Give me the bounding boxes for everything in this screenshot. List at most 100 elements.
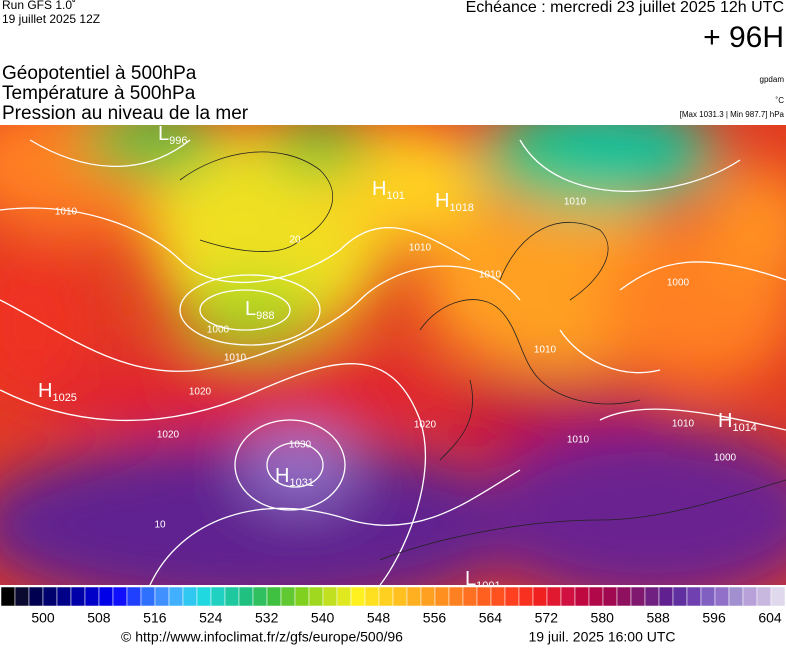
colorbar-tick-label: 548 (367, 610, 391, 626)
colorbar-swatch (644, 586, 660, 607)
colorbar-swatch (588, 586, 604, 607)
center-letter: L (245, 298, 256, 320)
colorbar-swatch (238, 586, 254, 607)
colorbar-tick-label: 572 (535, 610, 559, 626)
colorbar-swatch (42, 586, 58, 607)
run: Run GFS 1.0˚ (2, 0, 76, 12)
colorbar-swatch (686, 586, 702, 607)
colorbar-swatch (658, 586, 674, 607)
pressure-center: H1025 (38, 380, 77, 404)
isobar-label: 1000 (714, 453, 737, 464)
colorbar-swatch (420, 586, 436, 607)
colorbar: 500 508 516 524 532 540 548 556 564 572 580 588 596 6… (0, 586, 786, 626)
generated-time: 19 juil. 2025 16:00 UTC (528, 629, 675, 645)
colorbar-swatch (378, 586, 394, 607)
colorbar-swatch (224, 586, 240, 607)
pressure-center: L996 (158, 123, 187, 147)
colorbar-swatch (28, 586, 44, 607)
center-letter: L (465, 568, 476, 590)
colorbar-swatch (448, 586, 464, 607)
colorbar-swatch (196, 586, 212, 607)
colorbar-swatch (154, 586, 170, 607)
colorbar-swatch (462, 586, 478, 607)
colorbar-swatch (308, 586, 324, 607)
pressure-center: H101 (372, 178, 405, 202)
colorbar-swatch (168, 586, 184, 607)
colorbar-swatch (504, 586, 520, 607)
pressure-center: H1031 (275, 465, 314, 489)
colorbar-swatch (518, 586, 534, 607)
isobar-label: 1010 (409, 243, 432, 254)
colorbar-swatch (56, 586, 72, 607)
colorbar-swatch (490, 586, 506, 607)
colorbar-swatch (602, 586, 618, 607)
isobar-label: 1010 (479, 270, 502, 281)
colorbar-swatch (700, 586, 716, 607)
lead-time: + 96H (703, 21, 784, 54)
colorbar-tick-label: 556 (423, 610, 447, 626)
colorbar-tick-label: 524 (199, 610, 223, 626)
isobar-label: 1010 (564, 197, 587, 208)
legend-line: Géopotentiel à 500hPa (2, 63, 197, 84)
run-date: 19 juillet 2025 12Z (2, 12, 100, 26)
colorbar-swatch (98, 586, 114, 607)
isobar-label: 1010 (567, 435, 590, 446)
center-letter: H (275, 465, 289, 487)
colorbar-swatch (140, 586, 156, 607)
colorbar-tick-label: 508 (87, 610, 111, 626)
colorbar-swatch (210, 586, 226, 607)
colorbar-swatch (616, 586, 632, 607)
pressure-center: H1018 (435, 190, 474, 214)
colorbar-swatch (574, 586, 590, 607)
center-value: 1014 (732, 422, 756, 434)
colorbar-swatch (476, 586, 492, 607)
legend-line: Température à 500hPa (2, 83, 196, 104)
colorbar-swatch (532, 586, 548, 607)
isobar-labels: 1010 1010 1010 1000 1010 1020 1020 1030 … (55, 197, 737, 531)
colorbar-swatch (294, 586, 310, 607)
isobar-label: 10 (154, 520, 166, 531)
colorbar-tick-label: 604 (758, 610, 782, 626)
colorbar-swatch (70, 586, 86, 607)
colorbar-swatch (266, 586, 282, 607)
colorbar-swatch (126, 586, 142, 607)
center-value: 1025 (52, 392, 76, 404)
center-value: 996 (169, 135, 187, 147)
isobar-label: 1010 (534, 345, 557, 356)
center-value: 101 (386, 190, 404, 202)
isobar-label: 1010 (672, 419, 695, 430)
center-value: 1001 (476, 580, 500, 592)
colorbar-swatch (742, 586, 758, 607)
source-url: © http://www.infoclimat.fr/z/gfs/europe/… (121, 629, 403, 645)
pressure-center: H1014 (718, 410, 757, 434)
center-letter: L (158, 123, 169, 145)
colorbar-swatch (546, 586, 562, 607)
valid-time: Echéance : mercredi 23 juillet 2025 12h … (466, 0, 784, 16)
center-value: 1031 (289, 477, 313, 489)
isobar-label: 20 (289, 235, 301, 246)
map: 1010 1010 1010 1000 1010 1020 1020 1030 … (0, 123, 786, 592)
colorbar-tick-label: 580 (591, 610, 615, 626)
center-letter: H (38, 380, 52, 402)
legend-line: Pression au niveau de la mer (2, 103, 249, 124)
colorbar-swatch (252, 586, 268, 607)
colorbar-swatch (770, 586, 786, 607)
colorbar-tick-label: 540 (311, 610, 335, 626)
colorbar-swatch (322, 586, 338, 607)
colorbar-tick-label: 532 (255, 610, 279, 626)
isobar-label: 1030 (289, 440, 312, 451)
center-value: 988 (256, 310, 274, 322)
isobar-label: 1010 (55, 207, 78, 218)
unit: ˚C (776, 96, 785, 105)
colorbar-swatch (364, 586, 380, 607)
center-letter: H (435, 190, 449, 212)
isobar-label: 1000 (207, 325, 230, 336)
isobar-label: 1020 (414, 420, 437, 431)
colorbar-tick-label: 500 (31, 610, 55, 626)
colorbar-swatch (280, 586, 296, 607)
colorbar-swatch (406, 586, 422, 607)
isobar-label: 1010 (224, 353, 247, 364)
